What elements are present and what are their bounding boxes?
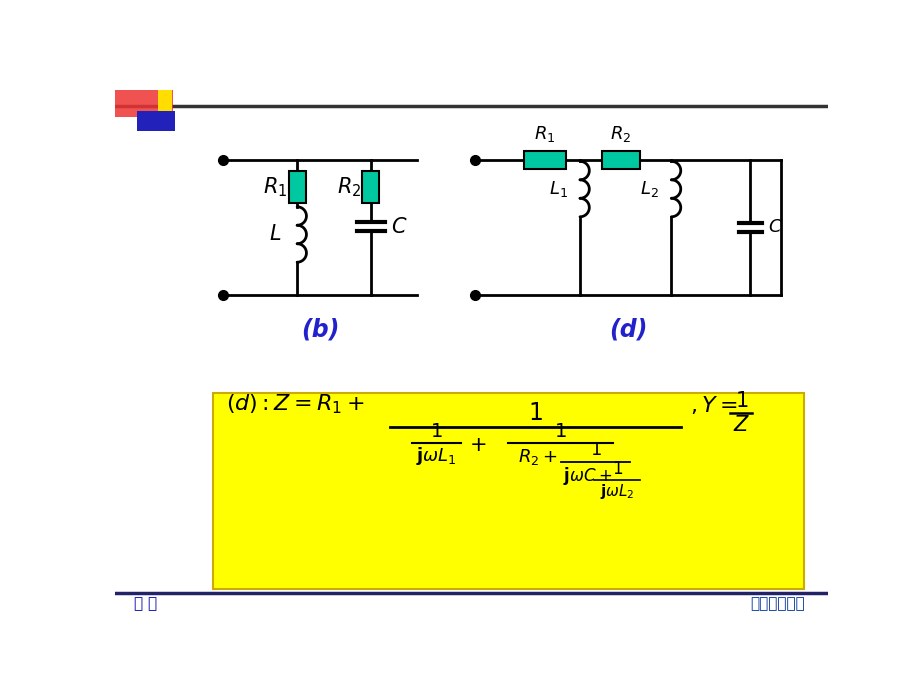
Text: $\mathbf{j}\omega L_1$: $\mathbf{j}\omega L_1$: [415, 446, 457, 467]
Text: $, Y =$: $, Y =$: [689, 394, 737, 416]
Bar: [157, 90, 171, 117]
Text: $R_1$: $R_1$: [263, 175, 288, 199]
Text: $C$: $C$: [391, 217, 407, 237]
Text: $\mathbf{j}\omega C +$: $\mathbf{j}\omega C +$: [562, 465, 611, 486]
Text: $1$: $1$: [611, 460, 622, 477]
Text: 南京理工大学: 南京理工大学: [749, 596, 804, 611]
Text: $L$: $L$: [269, 224, 281, 244]
Bar: [601, 150, 640, 169]
Text: $R_2 +$: $R_2 +$: [517, 447, 557, 467]
Text: $C$: $C$: [766, 218, 781, 236]
Bar: [362, 170, 379, 203]
Text: $1$: $1$: [430, 422, 442, 441]
Bar: [137, 111, 176, 130]
Text: (d): (d): [608, 317, 647, 341]
Text: $1$: $1$: [589, 442, 601, 460]
Text: (b): (b): [301, 317, 339, 341]
Bar: [115, 90, 173, 117]
Text: $1$: $1$: [528, 401, 542, 424]
Text: $1$: $1$: [733, 391, 747, 411]
Text: $(d): Z = R_1 +$: $(d): Z = R_1 +$: [225, 393, 364, 416]
Bar: [213, 393, 803, 589]
Text: $R_2$: $R_2$: [336, 175, 361, 199]
Text: $L_2$: $L_2$: [640, 179, 658, 199]
Text: $R_2$: $R_2$: [610, 124, 631, 144]
Text: $1$: $1$: [554, 422, 566, 441]
Text: $R_1$: $R_1$: [534, 124, 555, 144]
Text: $\mathbf{j}\omega L_2$: $\mathbf{j}\omega L_2$: [599, 482, 634, 501]
Text: $Z$: $Z$: [732, 415, 749, 435]
Text: 电 路: 电 路: [134, 596, 157, 611]
Text: $+$: $+$: [469, 435, 486, 455]
Text: $L_1$: $L_1$: [549, 179, 567, 199]
Bar: [523, 150, 566, 169]
Bar: [289, 170, 305, 203]
